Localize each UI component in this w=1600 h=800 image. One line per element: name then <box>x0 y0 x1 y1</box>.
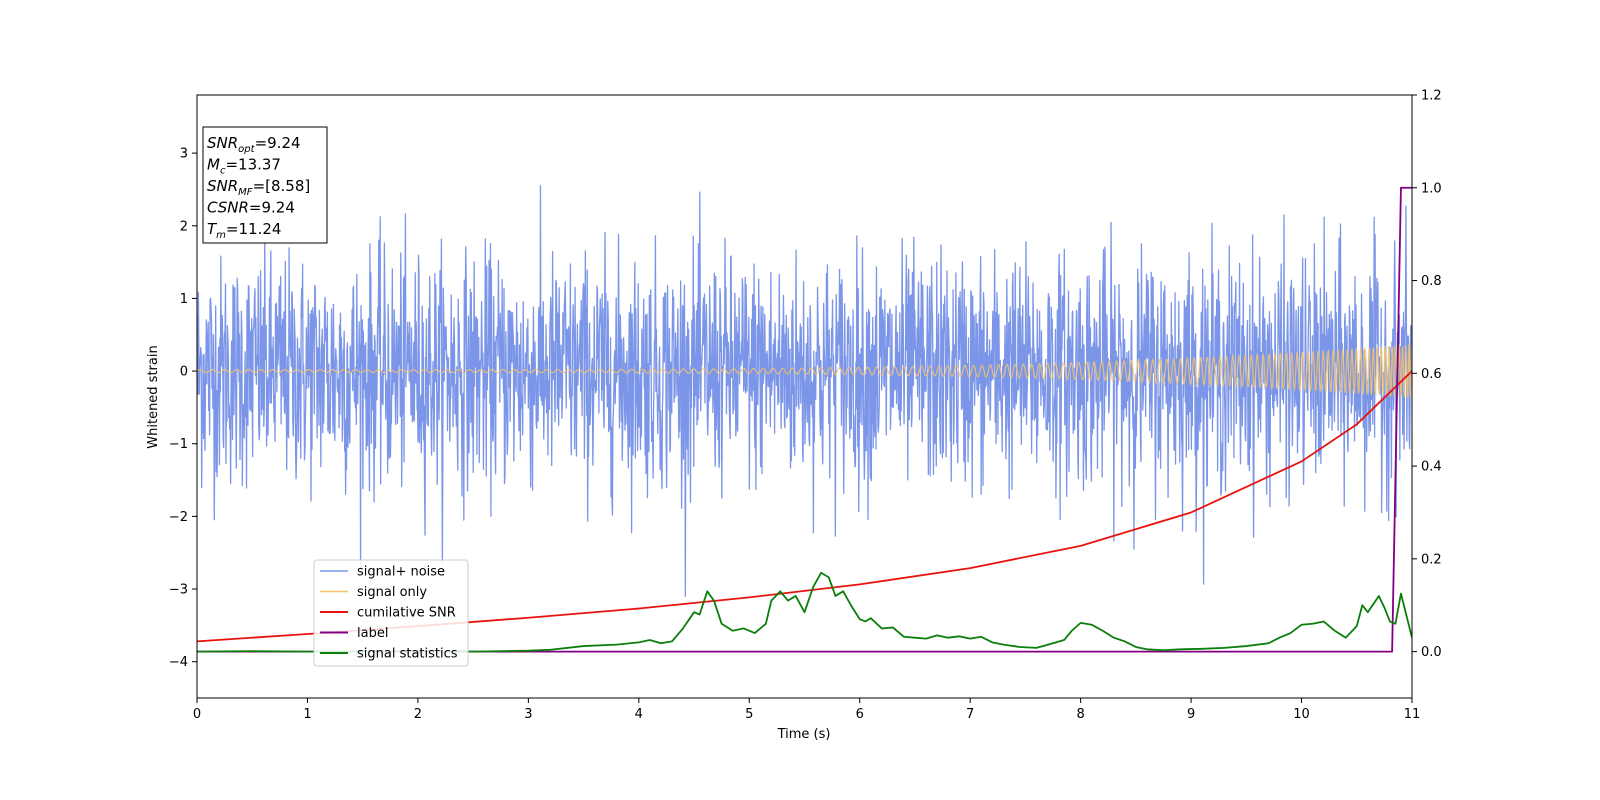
annotation-value: =[8.58] <box>253 177 311 195</box>
x-axis-ticks: 0 1 2 3 4 5 6 7 8 9 10 11 <box>193 698 1420 722</box>
annotation-value: =11.24 <box>226 220 282 238</box>
annotation-value: =9.24 <box>255 134 301 152</box>
x-tick-label: 10 <box>1293 707 1310 722</box>
annotation-value: =9.24 <box>249 199 295 217</box>
y-tick-label-right: 1.0 <box>1421 181 1442 196</box>
annotation-line: Mc=13.37 <box>207 156 281 177</box>
annotation-subscript: c <box>220 166 226 177</box>
annotation-line: CSNR=9.24 <box>207 199 295 217</box>
y-tick-label-right: 1.2 <box>1421 89 1442 104</box>
y-tick-label-right: 0.0 <box>1421 645 1442 660</box>
y-tick-label-right: 0.2 <box>1421 552 1442 567</box>
x-tick-label: 6 <box>856 707 864 722</box>
annotation-symbol: SNR <box>207 134 238 152</box>
y-tick-label-left: −3 <box>169 583 188 598</box>
legend: signal+ noise signal only cumilative SNR la… <box>313 559 469 667</box>
y-tick-label-left: −2 <box>169 510 188 525</box>
y-tick-label-left: −4 <box>169 655 188 670</box>
annotation-symbol: CSNR <box>207 199 249 217</box>
x-tick-label: 8 <box>1076 707 1084 722</box>
legend-label: cumilative SNR <box>357 606 456 621</box>
x-tick-label: 4 <box>635 707 643 722</box>
series-line-signal-noise <box>197 184 1412 597</box>
x-axis-label: Time (s) <box>777 727 831 742</box>
annotation-subscript: opt <box>238 144 255 155</box>
y-tick-label-left: 1 <box>180 292 188 307</box>
y-tick-label-left: −1 <box>169 437 188 452</box>
y-tick-label-left: 0 <box>180 365 188 380</box>
annotation-subscript: MF <box>238 187 253 198</box>
legend-label: signal+ noise <box>357 565 445 580</box>
annotation-line: Tm=11.24 <box>207 220 281 241</box>
series-line-signal-only <box>197 343 1412 399</box>
x-tick-label: 11 <box>1404 707 1421 722</box>
annotation-line: SNRopt=9.24 <box>207 134 301 155</box>
annotation-subscript: m <box>216 230 226 241</box>
x-tick-label: 0 <box>193 707 201 722</box>
series-line-signal-statistics <box>197 571 1412 653</box>
y-tick-label-right: 0.4 <box>1421 460 1442 475</box>
x-tick-label: 9 <box>1187 707 1195 722</box>
annotation-value: =13.37 <box>225 156 281 174</box>
y-tick-label-left: 2 <box>180 219 188 234</box>
annotation-symbol: T <box>207 220 218 238</box>
x-tick-label: 5 <box>745 707 753 722</box>
legend-frame <box>313 559 469 667</box>
plot-frame <box>196 94 1413 699</box>
annotation-line: SNRMF=[8.58] <box>207 177 310 198</box>
y-axis-label: Whitened strain <box>146 345 161 448</box>
y-tick-label-right: 0.6 <box>1421 367 1442 382</box>
y-axis-right-ticks: 0.0 0.2 0.4 0.6 0.8 1.0 1.2 <box>1412 89 1442 660</box>
y-axis-left-ticks: −4 −3 −2 −1 0 1 2 3 <box>169 147 197 670</box>
legend-label: signal only <box>357 585 427 600</box>
annotation-symbol: M <box>207 156 220 174</box>
annotation-frame <box>202 126 328 244</box>
series-line-label <box>197 186 1412 653</box>
snr-annotation-box: SNRopt=9.24Mc=13.37SNRMF=[8.58]CSNR=9.24… <box>202 126 328 244</box>
x-tick-label: 1 <box>303 707 311 722</box>
y-tick-label-right: 0.8 <box>1421 274 1442 289</box>
y-tick-label-left: 3 <box>180 147 188 162</box>
x-tick-label: 2 <box>414 707 422 722</box>
legend-label: signal statistics <box>357 647 458 662</box>
legend-label: label <box>357 626 388 641</box>
x-tick-label: 7 <box>966 707 974 722</box>
x-tick-label: 3 <box>524 707 532 722</box>
annotation-symbol: SNR <box>207 177 238 195</box>
